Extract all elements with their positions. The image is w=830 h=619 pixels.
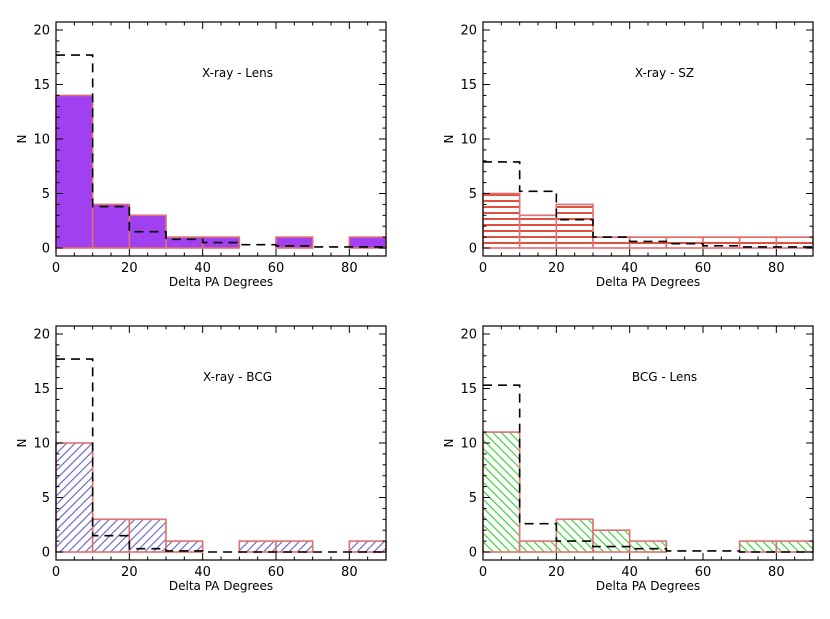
x-tick-label: 20 [121, 565, 138, 580]
y-tick-label: 0 [42, 242, 50, 257]
histogram-bar [275, 236, 314, 249]
x-axis-label: Delta PA Degrees [596, 275, 700, 289]
panel-annotation: X-ray - BCG [203, 370, 272, 384]
y-axis-label: N [15, 439, 29, 448]
x-axis-label: Delta PA Degrees [169, 275, 273, 289]
y-tick-label: 20 [33, 328, 50, 343]
histogram-bar [518, 214, 558, 249]
x-tick-label: 0 [479, 565, 487, 580]
expected-distribution-line [483, 384, 813, 553]
y-axis-label: N [442, 135, 456, 144]
y-tick-label: 20 [460, 328, 477, 343]
histogram-bar [555, 518, 594, 553]
y-tick-label: 5 [469, 187, 477, 202]
plot-frame [482, 325, 814, 561]
y-tick-label: 10 [460, 133, 477, 148]
x-tick-label: 40 [194, 261, 211, 276]
x-tick-label: 60 [268, 565, 285, 580]
histogram-bar [518, 540, 558, 553]
x-tick-label: 80 [341, 261, 358, 276]
x-tick-label: 80 [768, 565, 785, 580]
y-tick-label: 10 [460, 437, 477, 452]
x-tick-label: 20 [548, 565, 565, 580]
histogram-bar [775, 540, 814, 553]
y-tick-label: 15 [460, 78, 477, 93]
histogram-bar [482, 192, 521, 249]
histogram-bar [592, 236, 631, 249]
histogram-panel-1: 0 5 10 15 20 0 20 40 60 80 Delta PA Degrees N X-ray … [15, 21, 387, 289]
histogram-bar [275, 540, 314, 553]
histogram-bar [55, 94, 94, 249]
histogram-bar [91, 203, 131, 249]
y-tick-label: 5 [42, 491, 50, 506]
y-axis-label: N [442, 439, 456, 448]
x-tick-label: 40 [621, 261, 638, 276]
x-tick-label: 20 [121, 261, 138, 276]
histogram-bar [238, 540, 277, 553]
x-axis-label: Delta PA Degrees [169, 579, 273, 593]
y-tick-label: 15 [33, 382, 50, 397]
y-tick-label: 5 [42, 187, 50, 202]
histogram-bar [348, 540, 387, 553]
histogram-bar [555, 203, 594, 249]
x-tick-label: 0 [479, 261, 487, 276]
y-axis-label: N [15, 135, 29, 144]
expected-distribution-line [56, 358, 386, 553]
y-tick-label: 15 [33, 78, 50, 93]
y-tick-label: 15 [460, 382, 477, 397]
x-tick-label: 0 [52, 261, 60, 276]
y-tick-label: 5 [469, 491, 477, 506]
histogram-bar [165, 540, 204, 553]
histogram-bar [628, 540, 668, 553]
expected-distribution-line [483, 161, 813, 248]
x-axis-label: Delta PA Degrees [596, 579, 700, 593]
y-tick-label: 0 [469, 546, 477, 561]
histogram-bar [592, 529, 631, 553]
y-tick-label: 10 [33, 437, 50, 452]
histogram-bar [665, 236, 704, 249]
x-tick-label: 80 [341, 565, 358, 580]
panel-annotation: X-ray - SZ [635, 66, 694, 80]
x-tick-label: 80 [768, 261, 785, 276]
panel-annotation: BCG - Lens [632, 370, 697, 384]
x-tick-label: 60 [695, 261, 712, 276]
x-tick-label: 20 [548, 261, 565, 276]
histogram-panel-4: 0 5 10 15 20 0 20 40 60 80 Delta PA Degrees N BCG - … [442, 325, 814, 593]
y-tick-label: 10 [33, 133, 50, 148]
histogram-bar [165, 236, 204, 249]
histogram-panel-3: 0 5 10 15 20 0 20 40 60 80 Delta PA Degrees N X-ray … [15, 325, 387, 593]
histogram-panel-2: 0 5 10 15 20 0 20 40 60 80 Delta PA Degrees N X-ray … [442, 21, 814, 289]
histogram-bar [482, 431, 521, 553]
y-tick-label: 0 [469, 242, 477, 257]
panel-annotation: X-ray - Lens [202, 66, 273, 80]
y-tick-label: 20 [460, 24, 477, 39]
y-tick-label: 20 [33, 24, 50, 39]
x-tick-label: 40 [621, 565, 638, 580]
x-tick-label: 60 [695, 565, 712, 580]
histogram-bar [628, 236, 668, 249]
x-tick-label: 60 [268, 261, 285, 276]
histogram-bar [128, 518, 167, 553]
histogram-bar [738, 540, 778, 553]
x-tick-label: 40 [194, 565, 211, 580]
expected-distribution-line [56, 54, 386, 248]
y-tick-label: 0 [42, 546, 50, 561]
x-tick-label: 0 [52, 565, 60, 580]
